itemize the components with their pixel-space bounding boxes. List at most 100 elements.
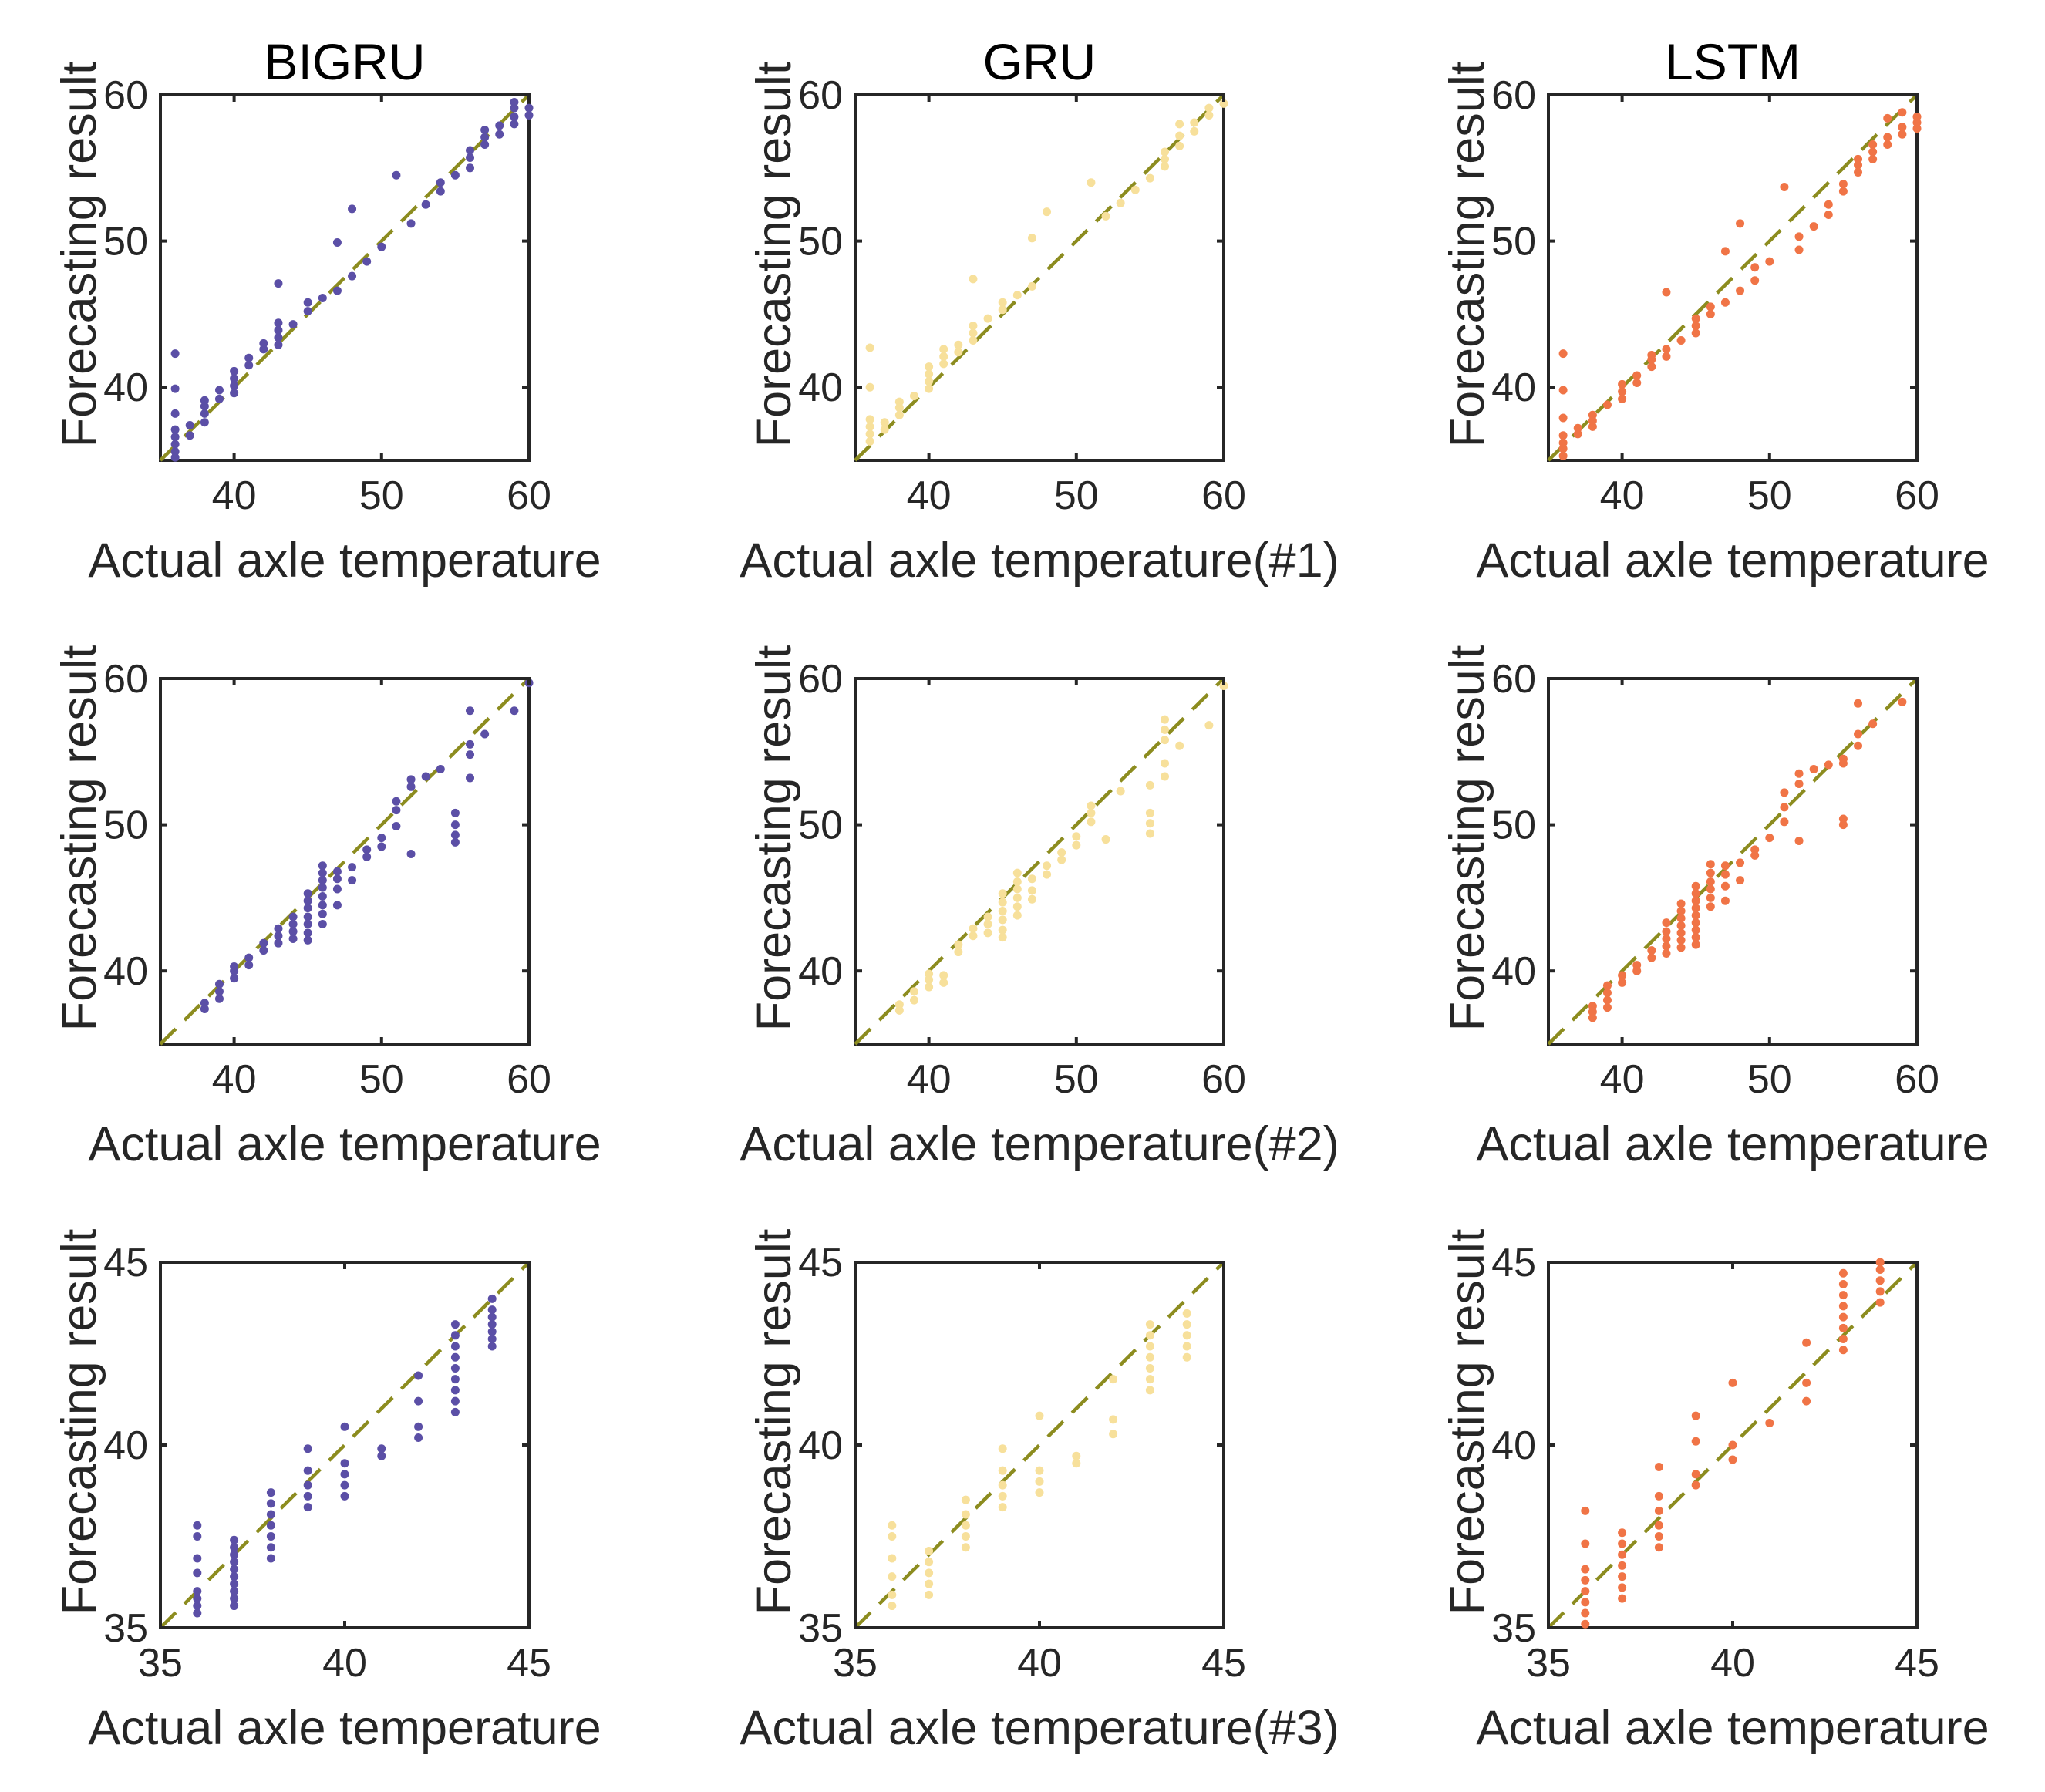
data-point <box>1581 1575 1590 1585</box>
data-point <box>939 352 948 361</box>
x-tick-label: 60 <box>1201 1057 1246 1102</box>
data-point <box>1632 371 1642 380</box>
data-point <box>274 340 283 349</box>
data-point <box>909 392 918 401</box>
data-point <box>1182 1352 1191 1362</box>
panel-title: LSTM <box>1665 33 1801 90</box>
data-point <box>450 1386 460 1395</box>
x-tick-label: 50 <box>359 1057 404 1102</box>
data-point <box>865 382 874 392</box>
data-point <box>1035 1477 1044 1486</box>
data-point <box>998 1444 1007 1453</box>
data-point <box>510 103 519 113</box>
data-point <box>1581 1506 1590 1515</box>
data-point <box>200 396 209 405</box>
data-point <box>1602 989 1612 998</box>
data-point <box>969 336 978 345</box>
data-point <box>230 1565 239 1574</box>
data-point <box>1838 820 1848 830</box>
data-point <box>406 782 416 791</box>
data-point <box>998 925 1007 935</box>
data-point <box>1012 893 1022 902</box>
data-point <box>888 1554 897 1563</box>
data-point <box>1838 1312 1848 1322</box>
y-tick-label: 60 <box>103 657 148 702</box>
data-point <box>1794 769 1804 778</box>
data-point <box>1145 1320 1154 1329</box>
data-point <box>303 1503 312 1512</box>
data-point <box>1558 444 1568 453</box>
data-point <box>925 969 934 979</box>
x-tick-label: 60 <box>507 1057 551 1102</box>
data-point <box>1588 416 1597 426</box>
data-point <box>1691 881 1700 891</box>
x-axis-label: Actual axle temperature(#1) <box>740 534 1339 588</box>
data-point <box>1647 362 1656 372</box>
data-point <box>230 374 239 383</box>
data-point <box>969 924 978 933</box>
data-point <box>1875 1298 1885 1307</box>
data-point <box>318 868 327 877</box>
y-axis-label: Forecasting result <box>52 645 106 1031</box>
data-point <box>436 765 445 774</box>
data-point <box>318 294 327 303</box>
data-point <box>1027 894 1036 904</box>
data-point <box>1057 855 1066 864</box>
data-point <box>1765 1419 1774 1428</box>
data-point <box>1854 154 1863 163</box>
data-point <box>1101 211 1110 221</box>
data-point <box>1602 981 1612 990</box>
data-point <box>865 415 874 424</box>
data-point <box>1868 154 1878 163</box>
data-point <box>1691 1470 1700 1479</box>
data-point <box>1558 413 1568 423</box>
data-point <box>1868 719 1878 729</box>
data-point <box>1581 1539 1590 1548</box>
data-point <box>230 1587 239 1596</box>
reference-line <box>159 1261 531 1629</box>
data-point <box>170 349 180 359</box>
x-tick-label: 40 <box>1710 1641 1755 1686</box>
data-point <box>495 130 504 139</box>
data-point <box>266 1510 275 1519</box>
data-point <box>1109 1375 1118 1384</box>
data-point <box>1780 817 1789 827</box>
data-point <box>450 1331 460 1340</box>
data-point <box>1027 886 1036 895</box>
data-point <box>377 242 386 251</box>
data-point <box>998 1491 1007 1501</box>
data-point <box>480 140 490 149</box>
data-point <box>214 987 224 996</box>
reference-line <box>854 1261 1225 1629</box>
data-point <box>1647 350 1656 359</box>
x-axis-label: Actual axle temperature <box>88 534 601 588</box>
data-point <box>1145 819 1154 828</box>
x-tick-label: 40 <box>907 1057 952 1102</box>
data-point <box>954 948 963 957</box>
data-point <box>1794 232 1804 241</box>
data-point <box>939 971 948 980</box>
scatter-panel-bigru-set3: 35 40 45 35 40 45 Actual axle temperature Forec… <box>52 1228 601 1755</box>
x-tick-label: 50 <box>1054 473 1099 518</box>
data-point <box>1558 386 1568 395</box>
data-point <box>332 237 342 247</box>
data-point <box>954 348 963 357</box>
data-point <box>888 1602 897 1611</box>
data-point <box>1706 860 1715 869</box>
data-point <box>318 909 327 918</box>
data-point <box>969 322 978 331</box>
data-point <box>340 1480 349 1490</box>
data-point <box>1662 934 1671 943</box>
data-point <box>274 938 283 948</box>
data-point <box>193 1594 202 1603</box>
data-point <box>1875 1258 1885 1267</box>
x-tick-label: 60 <box>1895 1057 1939 1102</box>
x-tick-label: 40 <box>1600 1057 1645 1102</box>
reference-line <box>1547 93 1919 462</box>
data-point <box>998 1466 1007 1475</box>
data-point <box>510 120 519 129</box>
x-tick-label: 50 <box>1747 1057 1792 1102</box>
data-point <box>880 425 889 434</box>
y-tick-label: 45 <box>103 1241 148 1285</box>
data-point <box>487 1342 497 1351</box>
